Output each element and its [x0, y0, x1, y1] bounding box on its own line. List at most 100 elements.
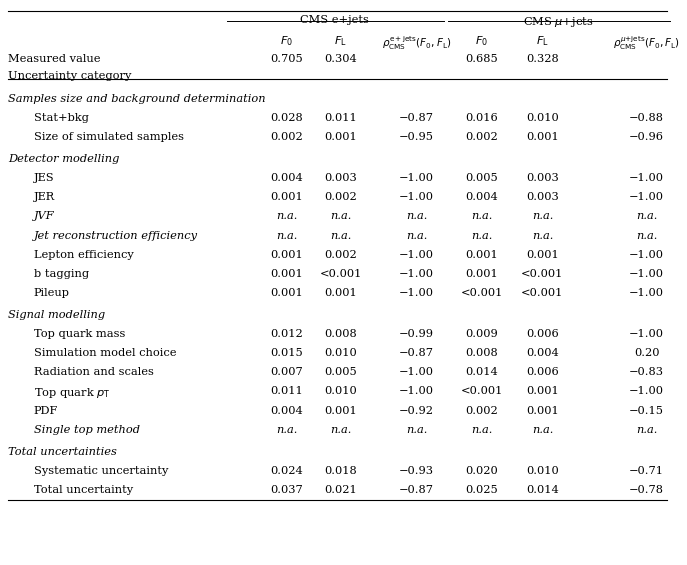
Text: −1.00: −1.00: [399, 386, 434, 397]
Text: PDF: PDF: [34, 406, 58, 416]
Text: n.a.: n.a.: [471, 231, 493, 241]
Text: n.a.: n.a.: [330, 425, 352, 434]
Text: n.a.: n.a.: [330, 211, 352, 221]
Text: 0.705: 0.705: [271, 54, 304, 64]
Text: 0.001: 0.001: [324, 132, 357, 142]
Text: <0.001: <0.001: [521, 288, 563, 298]
Text: −1.00: −1.00: [399, 173, 434, 183]
Text: −0.96: −0.96: [629, 132, 664, 142]
Text: −0.78: −0.78: [629, 485, 664, 495]
Text: 0.020: 0.020: [466, 466, 498, 476]
Text: −1.00: −1.00: [629, 269, 664, 279]
Text: 0.011: 0.011: [271, 386, 304, 397]
Text: n.a.: n.a.: [471, 211, 493, 221]
Text: JVF: JVF: [34, 211, 54, 221]
Text: −1.00: −1.00: [399, 250, 434, 260]
Text: 0.008: 0.008: [466, 348, 498, 358]
Text: 0.001: 0.001: [526, 250, 559, 260]
Text: 0.20: 0.20: [634, 348, 660, 358]
Text: 0.025: 0.025: [466, 485, 498, 495]
Text: Radiation and scales: Radiation and scales: [34, 367, 153, 377]
Text: Measured value: Measured value: [8, 54, 100, 64]
Text: 0.001: 0.001: [526, 406, 559, 416]
Text: Uncertainty category: Uncertainty category: [8, 71, 131, 80]
Text: JER: JER: [34, 192, 55, 202]
Text: 0.001: 0.001: [324, 406, 357, 416]
Text: 0.006: 0.006: [526, 329, 559, 339]
Text: $\rho_{\rm CMS}^{\rm e+jets}(F_0, F_{\rm L})$: $\rho_{\rm CMS}^{\rm e+jets}(F_0, F_{\rm…: [382, 34, 451, 53]
Text: n.a.: n.a.: [532, 211, 553, 221]
Text: 0.002: 0.002: [324, 192, 357, 202]
Text: −0.92: −0.92: [399, 406, 434, 416]
Text: n.a.: n.a.: [406, 231, 427, 241]
Text: Pileup: Pileup: [34, 288, 69, 298]
Text: 0.001: 0.001: [271, 288, 304, 298]
Text: −0.88: −0.88: [629, 113, 664, 123]
Text: <0.001: <0.001: [319, 269, 362, 279]
Text: 0.001: 0.001: [466, 269, 498, 279]
Text: 0.009: 0.009: [466, 329, 498, 339]
Text: 0.002: 0.002: [324, 250, 357, 260]
Text: 0.002: 0.002: [466, 406, 498, 416]
Text: b tagging: b tagging: [34, 269, 89, 279]
Text: 0.021: 0.021: [324, 485, 357, 495]
Text: 0.685: 0.685: [466, 54, 498, 64]
Text: 0.015: 0.015: [271, 348, 304, 358]
Text: Stat+bkg: Stat+bkg: [34, 113, 89, 123]
Text: n.a.: n.a.: [406, 211, 427, 221]
Text: −0.95: −0.95: [399, 132, 434, 142]
Text: −0.71: −0.71: [629, 466, 664, 476]
Text: 0.024: 0.024: [271, 466, 304, 476]
Text: 0.004: 0.004: [526, 348, 559, 358]
Text: 0.007: 0.007: [271, 367, 304, 377]
Text: 0.004: 0.004: [271, 406, 304, 416]
Text: −0.15: −0.15: [629, 406, 664, 416]
Text: 0.011: 0.011: [324, 113, 357, 123]
Text: −0.87: −0.87: [399, 113, 434, 123]
Text: Systematic uncertainty: Systematic uncertainty: [34, 466, 168, 476]
Text: n.a.: n.a.: [636, 231, 657, 241]
Text: CMS e+jets: CMS e+jets: [300, 15, 368, 25]
Text: n.a.: n.a.: [276, 211, 297, 221]
Text: 0.010: 0.010: [324, 348, 357, 358]
Text: 0.006: 0.006: [526, 367, 559, 377]
Text: Top quark $p_{\rm T}$: Top quark $p_{\rm T}$: [34, 386, 111, 401]
Text: −1.00: −1.00: [399, 269, 434, 279]
Text: 0.005: 0.005: [324, 367, 357, 377]
Text: 0.003: 0.003: [526, 192, 559, 202]
Text: 0.014: 0.014: [466, 367, 498, 377]
Text: JES: JES: [34, 173, 54, 183]
Text: <0.001: <0.001: [521, 269, 563, 279]
Text: 0.005: 0.005: [466, 173, 498, 183]
Text: 0.014: 0.014: [526, 485, 559, 495]
Text: 0.328: 0.328: [526, 54, 559, 64]
Text: Simulation model choice: Simulation model choice: [34, 348, 176, 358]
Text: n.a.: n.a.: [471, 425, 493, 434]
Text: 0.012: 0.012: [271, 329, 304, 339]
Text: n.a.: n.a.: [276, 231, 297, 241]
Text: −1.00: −1.00: [629, 173, 664, 183]
Text: n.a.: n.a.: [330, 231, 352, 241]
Text: −1.00: −1.00: [399, 367, 434, 377]
Text: 0.004: 0.004: [271, 173, 304, 183]
Text: −0.87: −0.87: [399, 348, 434, 358]
Text: $F_0$: $F_0$: [280, 34, 293, 49]
Text: n.a.: n.a.: [636, 211, 657, 221]
Text: −1.00: −1.00: [399, 192, 434, 202]
Text: $\rho_{\rm CMS}^{\mu\rm{+jets}}(F_0, F_{\rm L})$: $\rho_{\rm CMS}^{\mu\rm{+jets}}(F_0, F_{…: [613, 34, 680, 53]
Text: 0.010: 0.010: [324, 386, 357, 397]
Text: 0.010: 0.010: [526, 113, 559, 123]
Text: 0.016: 0.016: [466, 113, 498, 123]
Text: 0.002: 0.002: [466, 132, 498, 142]
Text: −1.00: −1.00: [629, 288, 664, 298]
Text: 0.304: 0.304: [324, 54, 357, 64]
Text: $F_0$: $F_0$: [475, 34, 488, 49]
Text: −0.93: −0.93: [399, 466, 434, 476]
Text: Signal modelling: Signal modelling: [8, 310, 105, 320]
Text: 0.001: 0.001: [526, 386, 559, 397]
Text: Size of simulated samples: Size of simulated samples: [34, 132, 183, 142]
Text: 0.003: 0.003: [526, 173, 559, 183]
Text: −0.83: −0.83: [629, 367, 664, 377]
Text: 0.001: 0.001: [324, 288, 357, 298]
Text: −1.00: −1.00: [629, 329, 664, 339]
